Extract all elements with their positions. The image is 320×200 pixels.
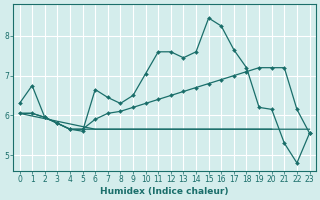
X-axis label: Humidex (Indice chaleur): Humidex (Indice chaleur) [100, 187, 229, 196]
